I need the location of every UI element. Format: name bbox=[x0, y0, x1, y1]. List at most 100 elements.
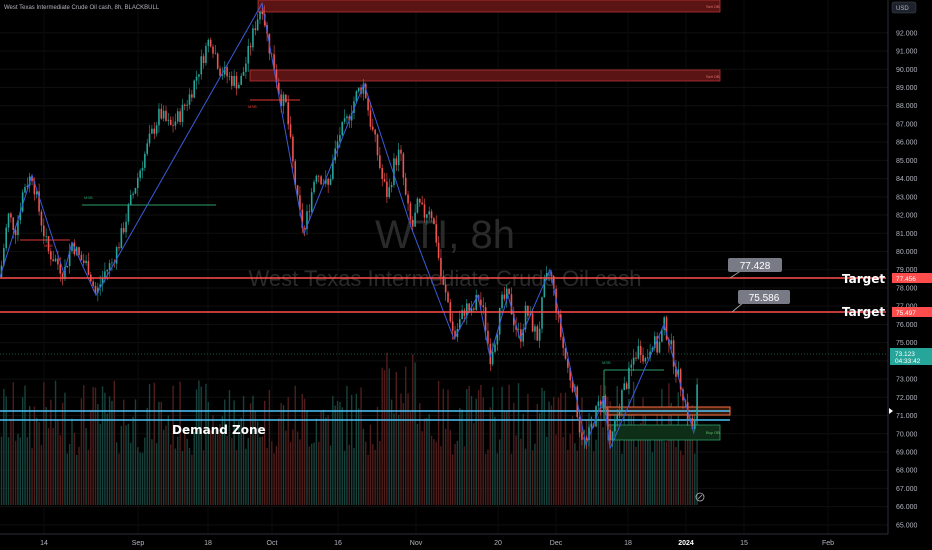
candle-body bbox=[604, 395, 607, 409]
candle-body bbox=[376, 134, 379, 156]
zones: Sell OB Sell OB Buy OB bbox=[249, 0, 731, 441]
candle-body bbox=[80, 254, 83, 261]
candle-body bbox=[578, 417, 581, 433]
candle-body bbox=[621, 390, 623, 411]
volume-bar bbox=[543, 390, 546, 505]
zigzag-line bbox=[0, 2, 695, 451]
volume-bar bbox=[477, 390, 480, 505]
candle-body bbox=[390, 184, 393, 188]
candle-body bbox=[597, 401, 600, 407]
volume-bar bbox=[238, 421, 240, 505]
volume-bar bbox=[108, 396, 111, 505]
volume-bar bbox=[694, 453, 696, 505]
volume-bar bbox=[405, 366, 407, 505]
nav-icon-group[interactable] bbox=[695, 492, 705, 502]
volume-bar bbox=[59, 435, 61, 505]
candle-body bbox=[120, 228, 123, 249]
volume-bar bbox=[92, 387, 94, 505]
candle-body bbox=[139, 170, 141, 178]
candle-body bbox=[115, 247, 118, 264]
candle-body bbox=[661, 330, 663, 342]
volume-bar bbox=[353, 447, 355, 505]
candle-body bbox=[94, 285, 97, 293]
volume-bar bbox=[665, 441, 668, 505]
volume-bar bbox=[247, 437, 249, 505]
candle-body bbox=[216, 53, 219, 69]
time-tick-label: 15 bbox=[740, 540, 748, 547]
volume-bar bbox=[198, 380, 200, 505]
price-axis[interactable]: USD 65.000 66.000 67.000 68.000 69.000 70.000… bbox=[887, 0, 932, 534]
candle-body bbox=[238, 84, 240, 89]
candle-body bbox=[639, 346, 642, 356]
candle-body bbox=[50, 251, 52, 260]
volume-bar bbox=[287, 397, 289, 505]
candle-body bbox=[254, 28, 257, 31]
volume-bar bbox=[101, 386, 104, 505]
volume-bar bbox=[621, 453, 623, 505]
candle-body bbox=[609, 429, 611, 440]
volume-bar bbox=[21, 397, 24, 505]
volume-bar bbox=[273, 453, 275, 505]
candle-body bbox=[101, 277, 104, 285]
candle-body bbox=[313, 181, 315, 193]
volume-bar bbox=[47, 428, 50, 505]
candle-body bbox=[155, 125, 158, 134]
candle-body bbox=[346, 116, 348, 119]
candle-body bbox=[45, 236, 47, 237]
volume-bar bbox=[343, 450, 346, 505]
candle-body bbox=[299, 195, 301, 210]
candle-body bbox=[654, 336, 656, 348]
volume-bar bbox=[689, 432, 691, 505]
volume-bar bbox=[155, 443, 158, 505]
candle-body bbox=[411, 219, 414, 227]
candle-body bbox=[172, 124, 174, 126]
volume-bar bbox=[381, 367, 383, 505]
volume-bar bbox=[207, 401, 209, 505]
volume-bar bbox=[188, 448, 191, 505]
volume-bar bbox=[350, 394, 353, 505]
volume-bar bbox=[435, 441, 437, 505]
time-tick-label: 16 bbox=[334, 540, 342, 547]
candle-body bbox=[212, 46, 214, 54]
candle-body bbox=[515, 325, 517, 330]
candle-body bbox=[466, 303, 468, 316]
candle-body bbox=[153, 128, 156, 134]
candle-body bbox=[259, 11, 261, 20]
volume-bar bbox=[73, 432, 76, 505]
candle-body bbox=[451, 321, 454, 331]
candle-body bbox=[202, 56, 205, 63]
volume-bar bbox=[395, 371, 397, 505]
candle-body bbox=[169, 119, 172, 125]
buy-order-block bbox=[607, 424, 721, 441]
candle-body bbox=[54, 258, 57, 262]
candle-body bbox=[557, 312, 560, 315]
volume-bar bbox=[428, 414, 430, 505]
candle-body bbox=[160, 108, 163, 119]
candle-body bbox=[47, 236, 50, 252]
volume-bar bbox=[278, 417, 280, 505]
volume-bar bbox=[487, 449, 489, 505]
candle-body bbox=[179, 111, 181, 122]
candle-body bbox=[193, 80, 195, 98]
price-tick-label: 80.000 bbox=[896, 249, 918, 256]
volume-bar bbox=[318, 441, 320, 505]
volume-bar bbox=[19, 437, 21, 505]
time-tick-label: Dec bbox=[550, 540, 563, 547]
goto-realtime-icon[interactable] bbox=[695, 492, 705, 502]
price-scale-handle-icon[interactable] bbox=[889, 408, 893, 414]
volume-bar bbox=[118, 453, 120, 505]
volume-bar bbox=[54, 380, 57, 505]
candle-body bbox=[381, 168, 383, 180]
candle-body bbox=[520, 329, 522, 342]
volume-bar bbox=[651, 452, 654, 505]
candle-body bbox=[125, 221, 127, 233]
volume-bar bbox=[141, 452, 144, 505]
volume-bar bbox=[76, 454, 78, 505]
candle-body bbox=[141, 167, 144, 171]
candle-body bbox=[252, 28, 254, 48]
volume-bar bbox=[536, 404, 538, 505]
candle-body bbox=[40, 211, 43, 226]
candle-body bbox=[195, 76, 198, 81]
time-axis[interactable]: 14 Sep 18 Oct 16 Nov 20 Dec 18 2024 15 Feb bbox=[0, 533, 932, 550]
